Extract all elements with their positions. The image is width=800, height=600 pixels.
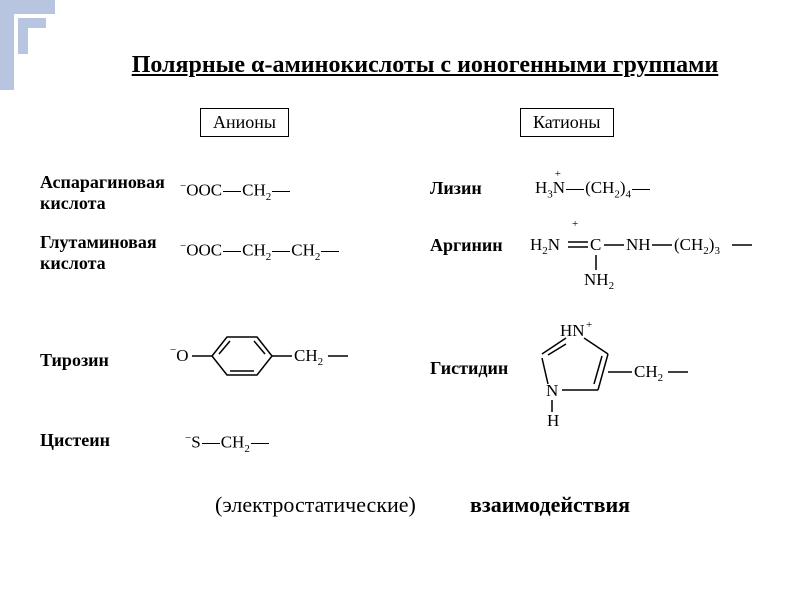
label-lysine: Лизин (430, 178, 482, 199)
label-aspartic: Аспарагиновая кислота (40, 172, 165, 213)
svg-text:H: H (547, 411, 559, 428)
corner-decoration (0, 0, 60, 120)
footer-right: взаимодействия (470, 492, 630, 518)
formula-cysteine: −SCH2 (185, 432, 270, 455)
svg-text:HN: HN (560, 321, 585, 340)
label-arginine: Аргинин (430, 235, 503, 256)
svg-text:NH: NH (626, 235, 651, 254)
svg-text:+: + (586, 319, 592, 331)
formula-lysine: H3N+(CH2)4 (535, 178, 651, 200)
svg-text:CH2: CH2 (294, 346, 323, 368)
column-header-anions: Анионы (200, 108, 289, 137)
label-text: Аспарагиновая кислота (40, 172, 165, 213)
formula-glutamic: −OOCCH2CH2 (180, 240, 340, 263)
svg-text:NH2: NH2 (584, 270, 614, 290)
svg-text:CH2: CH2 (634, 362, 663, 384)
svg-text:(CH2)3: (CH2)3 (674, 235, 720, 257)
label-glutamic: Глутаминовая кислота (40, 232, 157, 273)
page: Полярные α-аминокислоты с ионогенными гр… (0, 0, 800, 600)
label-histidine: Гистидин (430, 358, 508, 379)
label-tyrosine: Тирозин (40, 350, 109, 371)
svg-text:C: C (590, 235, 601, 254)
formula-arginine: H2N + C NH2 NH (CH2)3 (530, 215, 790, 290)
svg-text:−O: −O (170, 344, 189, 365)
svg-text:+: + (572, 218, 578, 230)
formula-tyrosine: −O CH2 (170, 325, 390, 390)
footer-left: (электростатические) (215, 492, 416, 518)
formula-aspartic: −OOCCH2 (180, 180, 291, 203)
label-text: Глутаминовая кислота (40, 232, 157, 273)
column-header-cations: Катионы (520, 108, 614, 137)
formula-histidine: HN + N H CH2 (530, 318, 720, 428)
svg-text:H2N: H2N (530, 235, 560, 257)
label-cysteine: Цистеин (40, 430, 110, 451)
page-title: Полярные α-аминокислоты с ионогенными гр… (80, 52, 770, 79)
